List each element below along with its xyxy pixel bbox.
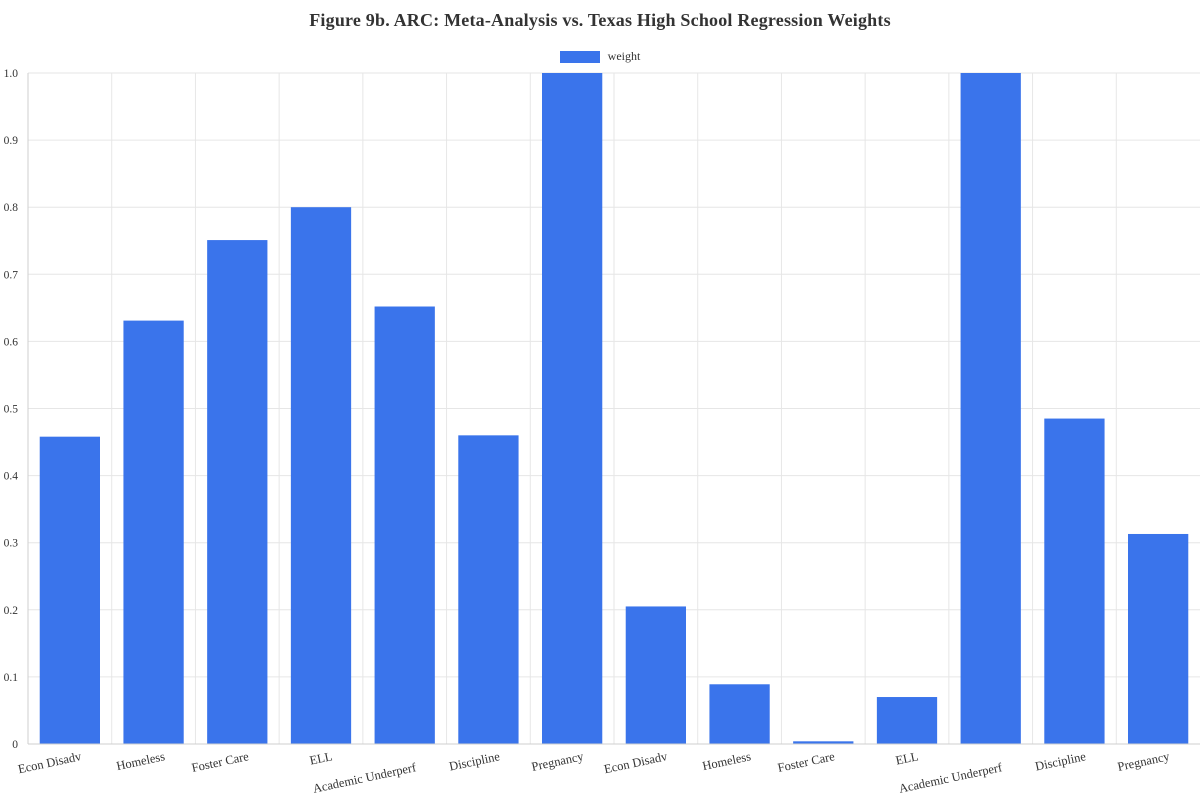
bar[interactable] (207, 240, 268, 745)
y-tick-label: 0.2 (4, 605, 19, 617)
x-tick-label: Foster Care (776, 749, 836, 775)
x-tick-label: Academic Underperf (898, 760, 1005, 796)
y-tick-label: 0.1 (4, 672, 19, 684)
y-tick-label: 0.3 (4, 538, 19, 550)
bar[interactable] (39, 436, 100, 744)
bar[interactable] (625, 606, 686, 744)
x-tick-label: Econ Disadv (603, 749, 669, 776)
x-axis-ticks: Econ Disadv Homeless Foster Care ELLAcademi… (17, 749, 1172, 796)
x-tick-label: ELL (894, 749, 919, 767)
x-tick-label: Econ Disadv (17, 749, 83, 776)
legend-swatch (559, 50, 600, 63)
x-tick-label: Pregnancy (1116, 749, 1171, 774)
x-tick-label: Homeless (115, 749, 166, 773)
y-tick-label: 0.7 (4, 269, 19, 281)
x-tick-label: Foster Care (190, 749, 250, 775)
y-tick-label: 0.8 (4, 202, 19, 214)
x-tick-label: Discipline (448, 749, 502, 773)
bar[interactable] (290, 207, 352, 744)
legend-label: weight (607, 49, 641, 63)
x-tick-label: Pregnancy (530, 749, 585, 774)
grid (28, 72, 1200, 744)
y-tick-label: 0 (12, 739, 18, 751)
legend[interactable]: weight (0, 49, 1200, 64)
bar[interactable] (374, 306, 435, 744)
bar[interactable] (1128, 533, 1189, 744)
bar[interactable] (458, 435, 519, 744)
x-tick-label: ELL (308, 749, 333, 767)
bar[interactable] (123, 320, 184, 744)
bar[interactable] (1044, 418, 1105, 744)
chart-title: Figure 9b. ARC: Meta-Analysis vs. Texas … (309, 10, 891, 30)
y-tick-label: 0.5 (4, 404, 19, 416)
bar[interactable] (709, 684, 770, 744)
bar[interactable] (876, 697, 938, 744)
bars (39, 73, 1189, 745)
x-tick-label: Homeless (701, 749, 752, 773)
y-tick-label: 1.0 (4, 68, 19, 80)
axes (27, 73, 1200, 745)
x-tick-label: Discipline (1034, 749, 1088, 773)
y-tick-label: 0.4 (4, 471, 19, 483)
y-axis-ticks: 0 0.1 0.2 0.3 0.4 0.5 0.6 0.7 0.8 0.9 1.0 (4, 68, 19, 751)
bar[interactable] (793, 741, 854, 744)
y-tick-label: 0.9 (4, 135, 19, 147)
y-tick-label: 0.6 (4, 336, 19, 348)
bar[interactable] (542, 73, 603, 744)
bar[interactable] (960, 73, 1021, 744)
x-tick-label: Academic Underperf (312, 760, 419, 796)
